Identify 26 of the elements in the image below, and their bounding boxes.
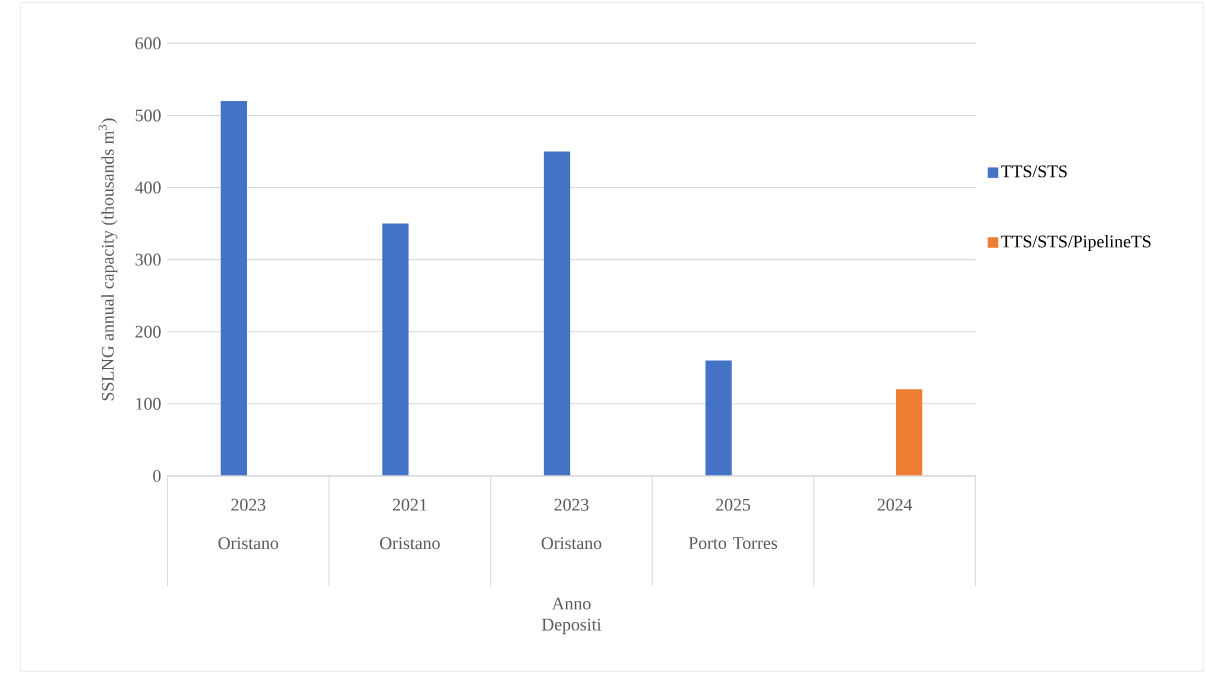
y-tick-label: 100 <box>136 397 161 410</box>
y-tick-label: 300 <box>135 253 161 266</box>
text: 2021 <box>392 498 427 511</box>
bar <box>220 101 247 476</box>
x-tick-label: Porto Torres <box>688 537 778 550</box>
text: 2025 <box>716 498 751 511</box>
y-axis-title: SSLNG annual capacity (thousands m$^{3}$) <box>98 118 118 401</box>
legend-label: TTS/STS <box>1001 165 1067 178</box>
x-axis-title: Depositi <box>541 618 602 635</box>
x-tick-label: Oristano <box>218 537 279 550</box>
y-tick-label: 0 <box>153 469 161 482</box>
bar <box>543 151 571 476</box>
y-tick-label: 400 <box>135 181 161 194</box>
y-tick-label: 500 <box>135 109 161 122</box>
bar <box>382 223 409 476</box>
x-tick-label: Oristano <box>380 537 440 550</box>
text: 2024 <box>877 498 913 511</box>
text: Anno <box>551 597 591 610</box>
x-tick-label: Oristano <box>541 537 602 550</box>
y-tick-label: 600 <box>135 37 161 50</box>
legend-label: TTS/STS/PipelineTS <box>1001 235 1151 252</box>
text: 2023 <box>231 498 266 511</box>
y-tick-label: 200 <box>135 325 161 338</box>
bar <box>705 360 732 476</box>
bar <box>895 389 923 476</box>
text: 2023 <box>554 498 589 511</box>
